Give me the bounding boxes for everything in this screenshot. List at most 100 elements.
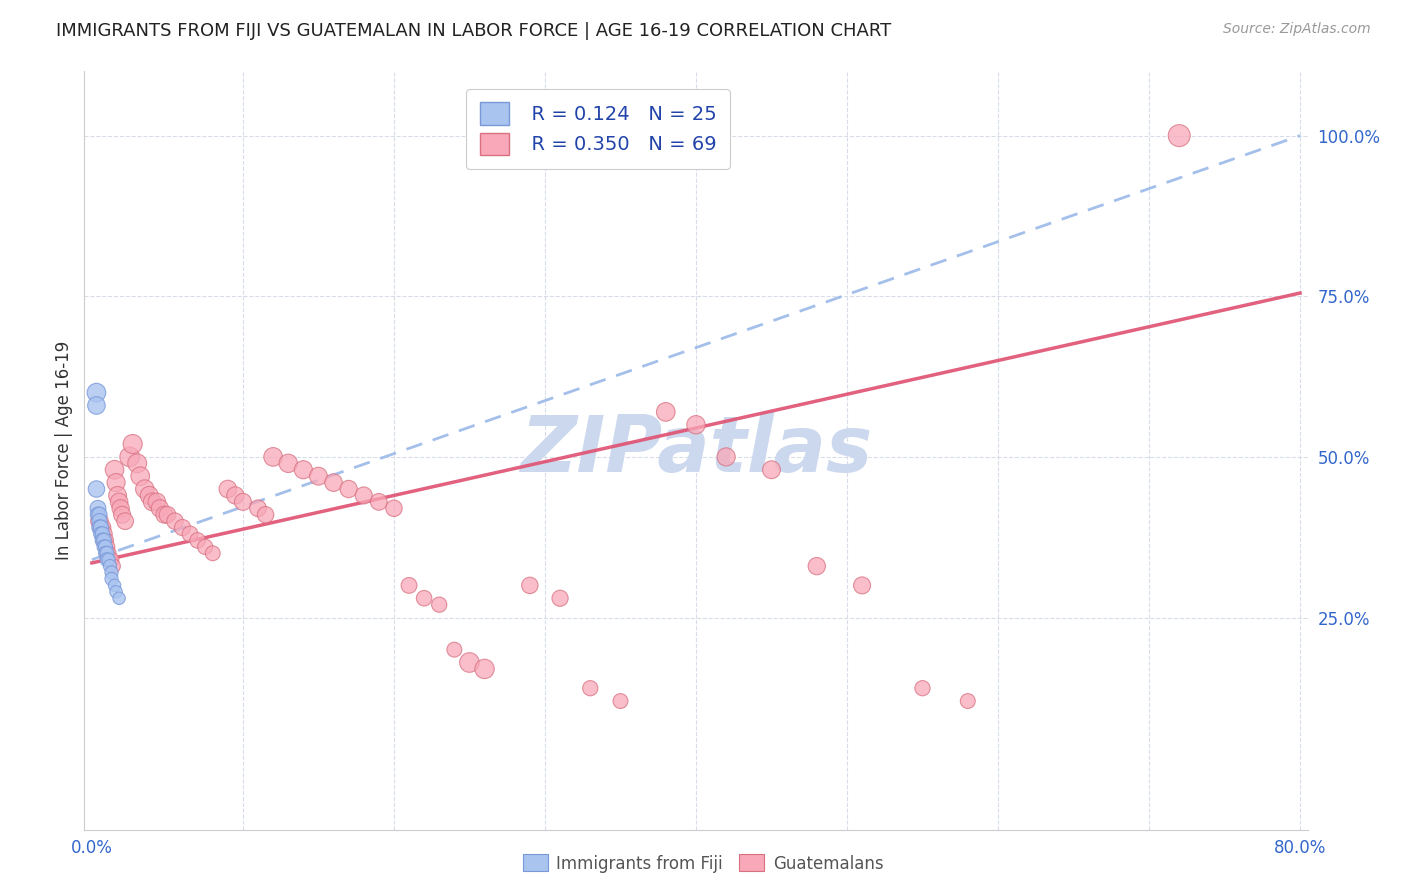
- Legend: Immigrants from Fiji, Guatemalans: Immigrants from Fiji, Guatemalans: [516, 847, 890, 880]
- Point: [127, 456, 149, 470]
- Point: [956, 694, 979, 708]
- Point: [1168, 128, 1191, 143]
- Point: [609, 694, 631, 708]
- Point: [96, 540, 118, 554]
- Point: [307, 469, 329, 483]
- Point: [110, 501, 132, 516]
- Text: Source: ZipAtlas.com: Source: ZipAtlas.com: [1223, 22, 1371, 37]
- Point: [114, 514, 136, 528]
- Point: [121, 437, 143, 451]
- Point: [89, 514, 111, 528]
- Point: [685, 417, 707, 432]
- Point: [201, 546, 224, 560]
- Point: [443, 642, 465, 657]
- Point: [103, 578, 125, 592]
- Point: [134, 482, 156, 496]
- Point: [94, 540, 117, 554]
- Point: [108, 495, 131, 509]
- Point: [427, 598, 450, 612]
- Point: [398, 578, 420, 592]
- Point: [93, 527, 115, 541]
- Text: IMMIGRANTS FROM FIJI VS GUATEMALAN IN LABOR FORCE | AGE 16-19 CORRELATION CHART: IMMIGRANTS FROM FIJI VS GUATEMALAN IN LA…: [56, 22, 891, 40]
- Point: [94, 533, 117, 548]
- Point: [179, 527, 201, 541]
- Point: [519, 578, 541, 592]
- Point: [458, 656, 481, 670]
- Point: [187, 533, 209, 548]
- Point: [153, 508, 176, 522]
- Point: [89, 508, 111, 522]
- Y-axis label: In Labor Force | Age 16-19: In Labor Force | Age 16-19: [55, 341, 73, 560]
- Point: [247, 501, 270, 516]
- Point: [322, 475, 344, 490]
- Point: [217, 482, 239, 496]
- Point: [337, 482, 360, 496]
- Point: [254, 508, 277, 522]
- Point: [98, 559, 121, 574]
- Point: [108, 591, 131, 606]
- Point: [96, 552, 118, 566]
- Point: [86, 385, 108, 400]
- Point: [655, 405, 678, 419]
- Point: [548, 591, 571, 606]
- Point: [851, 578, 873, 592]
- Point: [172, 520, 194, 534]
- Point: [911, 681, 934, 696]
- Point: [96, 546, 118, 560]
- Point: [100, 572, 122, 586]
- Point: [87, 508, 110, 522]
- Point: [579, 681, 602, 696]
- Point: [91, 520, 114, 534]
- Point: [89, 520, 111, 534]
- Legend:   R = 0.124   N = 25,   R = 0.350   N = 69: R = 0.124 N = 25, R = 0.350 N = 69: [467, 88, 730, 169]
- Point: [90, 520, 112, 534]
- Point: [90, 520, 112, 534]
- Point: [382, 501, 405, 516]
- Point: [232, 495, 254, 509]
- Point: [97, 546, 120, 560]
- Point: [91, 533, 114, 548]
- Point: [103, 463, 125, 477]
- Point: [93, 533, 115, 548]
- Point: [262, 450, 284, 464]
- Point: [367, 495, 389, 509]
- Point: [474, 662, 496, 676]
- Point: [138, 488, 160, 502]
- Point: [94, 546, 117, 560]
- Point: [163, 514, 186, 528]
- Point: [224, 488, 246, 502]
- Point: [714, 450, 737, 464]
- Point: [277, 456, 299, 470]
- Point: [149, 501, 172, 516]
- Point: [100, 566, 122, 580]
- Point: [100, 552, 122, 566]
- Point: [413, 591, 436, 606]
- Point: [111, 508, 134, 522]
- Point: [194, 540, 217, 554]
- Point: [86, 399, 108, 413]
- Point: [98, 552, 121, 566]
- Point: [105, 475, 128, 490]
- Text: ZIPatlas: ZIPatlas: [520, 412, 872, 489]
- Point: [89, 514, 111, 528]
- Point: [96, 546, 118, 560]
- Point: [118, 450, 141, 464]
- Point: [156, 508, 179, 522]
- Point: [90, 527, 112, 541]
- Point: [91, 527, 114, 541]
- Point: [806, 559, 828, 574]
- Point: [146, 495, 169, 509]
- Point: [93, 533, 115, 548]
- Point: [107, 488, 129, 502]
- Point: [93, 540, 115, 554]
- Point: [86, 482, 108, 496]
- Point: [292, 463, 315, 477]
- Point: [141, 495, 163, 509]
- Point: [129, 469, 152, 483]
- Point: [87, 501, 110, 516]
- Point: [105, 584, 128, 599]
- Point: [353, 488, 375, 502]
- Point: [101, 559, 124, 574]
- Point: [97, 552, 120, 566]
- Point: [761, 463, 783, 477]
